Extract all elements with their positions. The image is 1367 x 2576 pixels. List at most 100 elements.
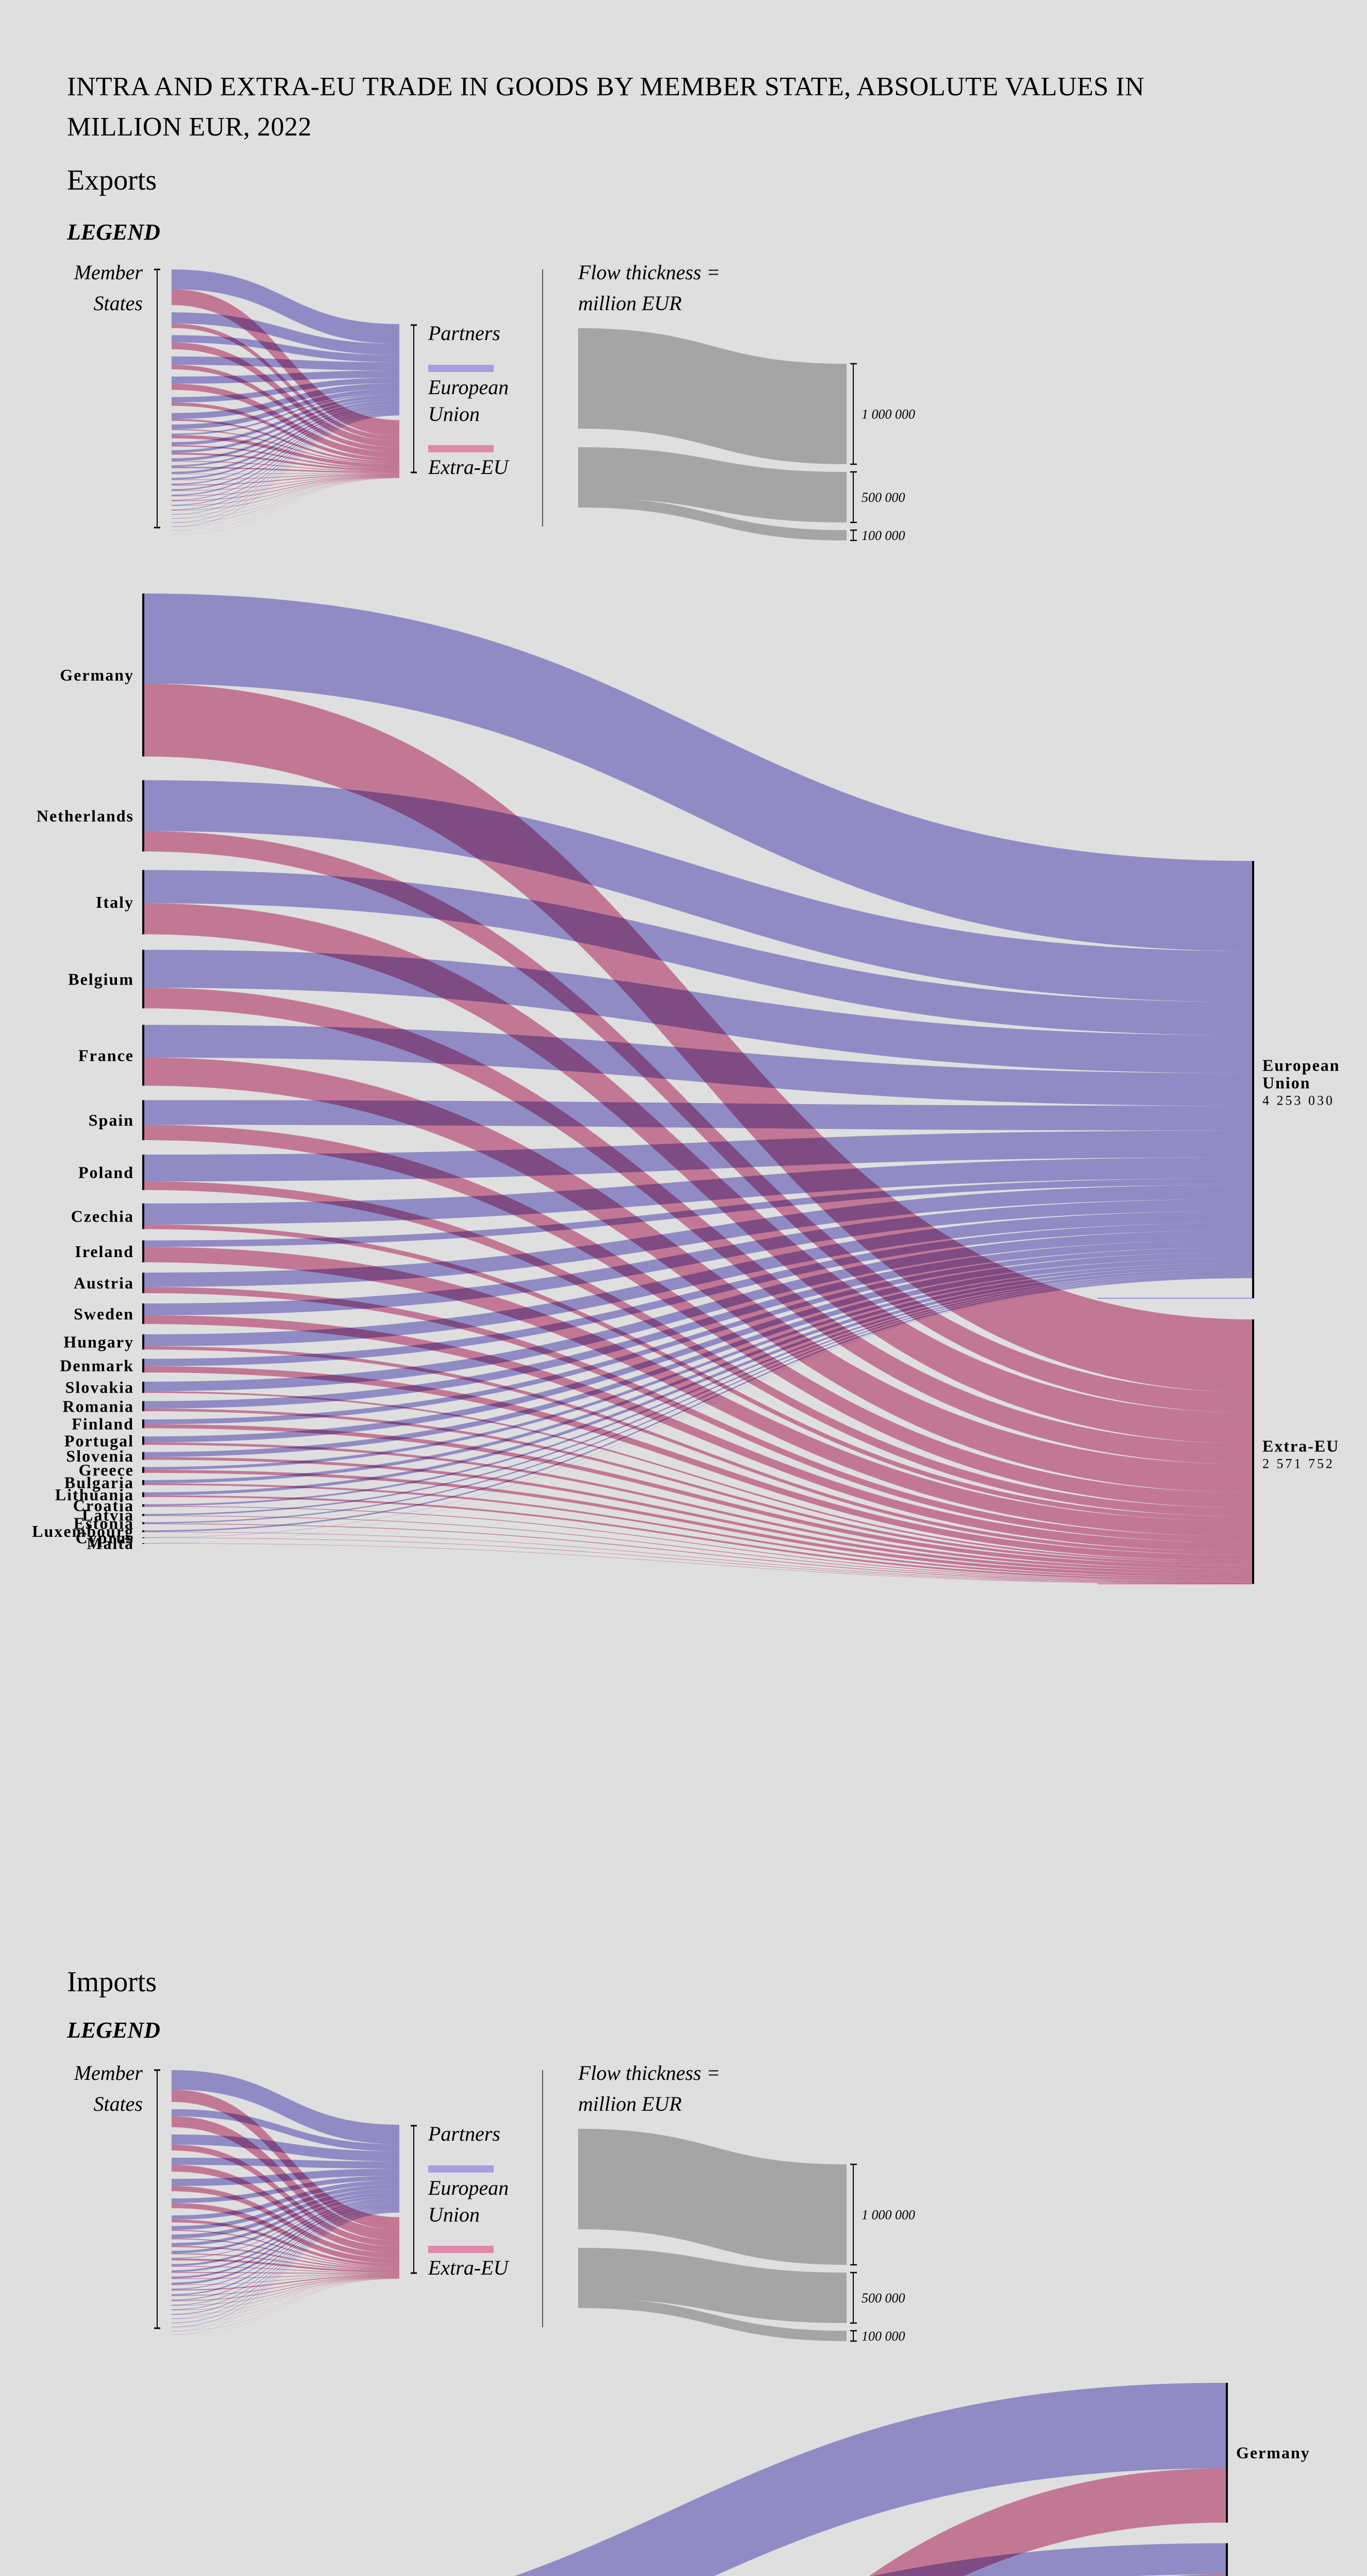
legend-flow-extra-eu	[172, 478, 399, 531]
country-label-spain: Spain	[89, 1111, 134, 1129]
flow-netherlands-eu	[144, 780, 1252, 1002]
node-bar-portugal	[142, 1436, 144, 1445]
legend-flow-eu	[172, 2195, 399, 2253]
legend-flow-extra-eu	[172, 2278, 399, 2319]
legend-flow-eu	[172, 400, 399, 461]
node-bar-cyprus	[142, 1537, 144, 1538]
country-label-estonia: Estonia	[74, 1514, 134, 1532]
node-bar-bulgaria	[142, 1480, 144, 1485]
legend-flow-eu	[172, 335, 399, 363]
legend-eu-label: European	[428, 2176, 509, 2199]
legend-partners-label: Partners	[428, 2122, 500, 2145]
legend-flow-eu	[172, 2197, 399, 2259]
imports-legend-title: LEGEND	[67, 2018, 160, 2043]
legend-flow-extra-eu	[172, 2277, 399, 2306]
partner-label-european-union: Union	[1262, 1073, 1311, 1092]
legend-flow-extra-eu	[172, 2238, 399, 2268]
legend-scale-value: 100 000	[862, 2329, 905, 2344]
exports-section-title: Exports	[67, 164, 157, 196]
legend-flow-thickness-label: Flow thickness =	[578, 261, 720, 284]
country-label-belgium: Belgium	[68, 970, 134, 988]
legend-member-states-label: States	[93, 292, 143, 315]
node-bar-sweden	[142, 1303, 144, 1324]
partner-total-european-union: 4 253 030	[1262, 1093, 1335, 1108]
flow-austria-eu	[144, 1184, 1252, 1287]
legend-scale-value: 100 000	[862, 528, 905, 543]
legend-mini-flows	[172, 2070, 399, 2335]
legend-flow-eu	[172, 383, 399, 419]
legend-flow-eu	[172, 378, 399, 403]
legend-flow-extra-eu	[172, 478, 399, 534]
legend-flow-eu	[172, 370, 399, 384]
legend-flow-eu	[172, 2212, 399, 2327]
country-label-ireland: Ireland	[75, 1242, 134, 1261]
legend-flow-extra-eu	[172, 435, 399, 468]
legend-flow-extra-eu	[172, 2278, 399, 2331]
flow-netherlands-extra-eu	[1174, 2574, 1226, 2576]
node-bar-hungary	[142, 1334, 144, 1350]
legend-flow-extra-eu	[172, 342, 399, 448]
legend-scale-value: 500 000	[862, 490, 905, 505]
flows-group	[514, 2383, 1226, 2576]
legend-flow-extra-eu	[172, 461, 399, 472]
partner-bar-european-union	[1252, 861, 1254, 1298]
legend-flow-eu	[172, 2209, 399, 2306]
legend-flow-eu	[172, 2176, 399, 2204]
legend-mini-flows	[172, 269, 399, 534]
legend-flow-eu	[172, 356, 399, 371]
node-bar-poland	[142, 1155, 144, 1190]
flow-slovakia-eu	[144, 1230, 1252, 1392]
page-title: INTRA AND EXTRA-EU TRADE IN GOODS BY MEM…	[67, 72, 1145, 142]
legend-scale-band	[578, 2129, 847, 2265]
legend-flow-eu	[172, 413, 399, 506]
flow-slovenia-eu	[144, 1258, 1252, 1458]
partner-total-extra-eu: 2 571 752	[1262, 1456, 1335, 1471]
legend-scale-value: 500 000	[862, 2291, 905, 2306]
node-bar-croatia	[142, 1504, 144, 1507]
flow-finland-eu	[144, 1247, 1252, 1425]
country-label-luxembourg: Luxembourg	[32, 1522, 134, 1540]
flow-czechia-extra-eu	[144, 1224, 1252, 1521]
legend-flow-extra-eu	[172, 2272, 399, 2274]
flow-luxembourg-eu	[144, 1276, 1252, 1532]
flows-group	[144, 594, 1252, 1584]
legend-scale-band	[578, 328, 847, 464]
flow-luxembourg-extra-eu	[144, 1532, 1252, 1584]
country-label-romania: Romania	[63, 1397, 134, 1415]
flow-cyprus-eu	[144, 1278, 1252, 1538]
flow-portugal-eu	[144, 1252, 1252, 1443]
country-label-hungary: Hungary	[63, 1333, 134, 1351]
legend-eu-label: European	[428, 376, 509, 399]
country-label-greece: Greece	[79, 1461, 134, 1479]
flow-latvia-eu	[144, 1274, 1252, 1516]
legend-flow-eu	[172, 2210, 399, 2315]
legend-eu-swatch	[428, 2165, 494, 2173]
legend-flow-thickness-label: million EUR	[578, 292, 682, 315]
flow-romania-extra-eu	[144, 1409, 1252, 1565]
node-bar-estonia	[142, 1522, 144, 1524]
flow-germany-extra-eu	[869, 2468, 1226, 2576]
legend-flow-extra-eu	[172, 473, 399, 480]
legend-flow-eu	[172, 2204, 399, 2285]
legend-flow-extra-eu	[172, 2253, 399, 2271]
legend-flow-eu	[172, 2168, 399, 2187]
country-label-slovakia: Slovakia	[65, 1378, 134, 1397]
flow-romania-eu	[144, 1240, 1252, 1409]
flow-lithuania-extra-eu	[144, 1495, 1252, 1581]
legend-flow-extra-eu	[172, 419, 399, 464]
flow-croatia-eu	[144, 1272, 1252, 1506]
country-label-sweden: Sweden	[74, 1304, 134, 1323]
legend-flow-thickness-label: million EUR	[578, 2092, 682, 2115]
partner-bar-extra-eu	[1252, 1319, 1254, 1584]
exports-legend: Member States Partners European Union Extra-E…	[74, 261, 915, 543]
legend-partners-label: Partners	[428, 321, 500, 345]
legend-member-states-label: Member	[74, 2061, 143, 2084]
legend-flow-extra-eu	[172, 2274, 399, 2285]
node-bar-netherlands	[142, 780, 144, 852]
legend-eu-swatch	[428, 365, 494, 372]
legend-flow-extra-eu	[172, 323, 399, 441]
country-label-bulgaria: Bulgaria	[64, 1473, 134, 1492]
country-label-austria: Austria	[74, 1274, 134, 1292]
node-bar-ireland	[142, 1240, 144, 1263]
country-label-czechia: Czechia	[71, 1207, 134, 1226]
